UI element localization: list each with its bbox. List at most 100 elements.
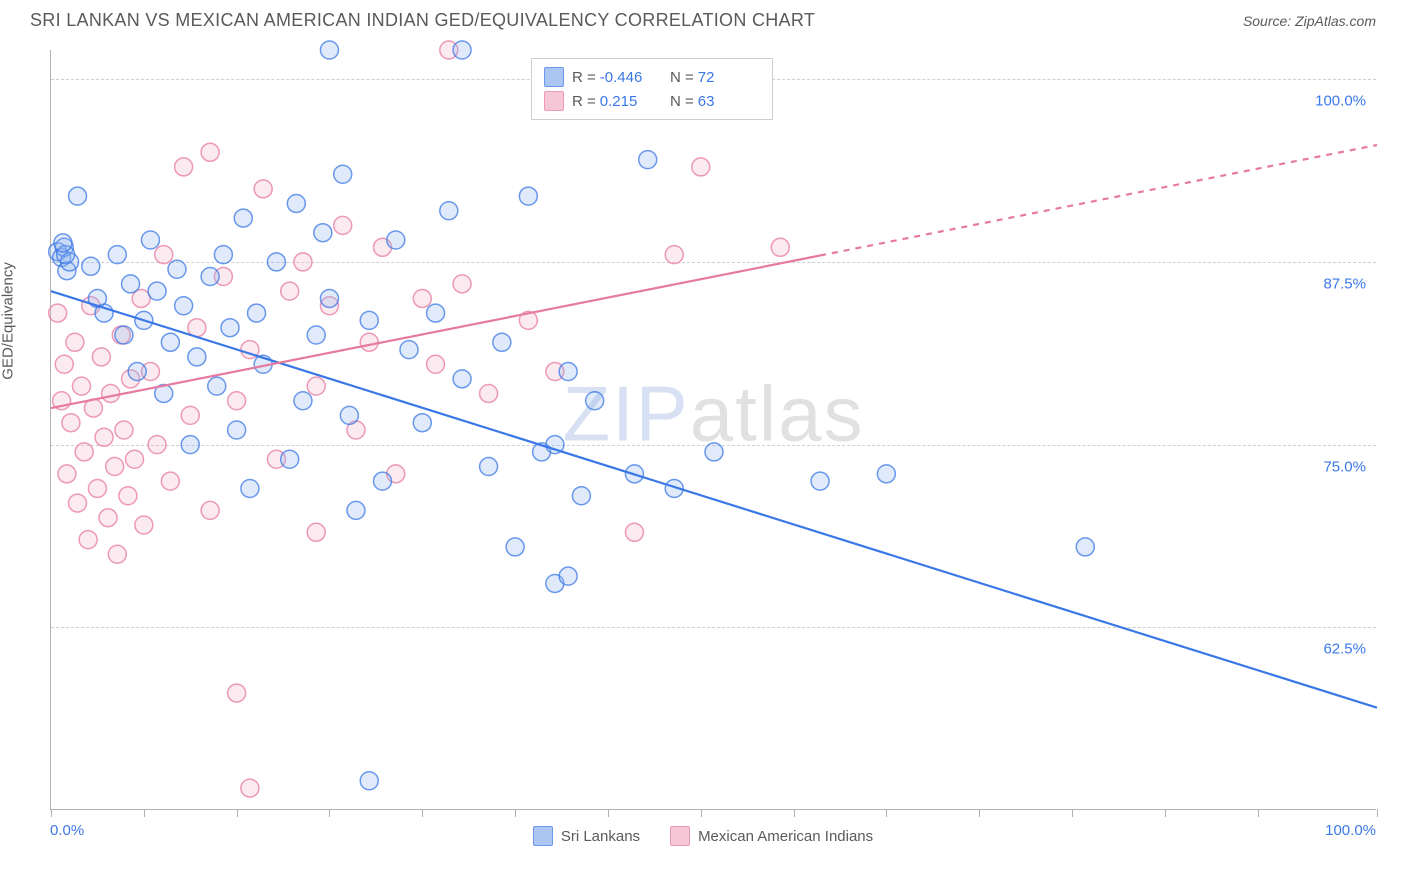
scatter-point [427, 355, 445, 373]
scatter-point [69, 187, 87, 205]
scatter-point [387, 231, 405, 249]
scatter-point [347, 501, 365, 519]
scatter-point [320, 41, 338, 59]
scatter-point [181, 406, 199, 424]
scatter-point [221, 319, 239, 337]
scatter-point [108, 246, 126, 264]
stats-legend: R = -0.446 N = 72 R = 0.215 N = 63 [531, 58, 773, 120]
scatter-point [75, 443, 93, 461]
scatter-point [115, 326, 133, 344]
regression-line [51, 291, 1377, 708]
scatter-point [811, 472, 829, 490]
scatter-point [66, 333, 84, 351]
header-bar: SRI LANKAN VS MEXICAN AMERICAN INDIAN GE… [0, 0, 1406, 37]
scatter-point [108, 545, 126, 563]
scatter-point [241, 779, 259, 797]
scatter-point [281, 450, 299, 468]
scatter-point [340, 406, 358, 424]
scatter-point [625, 523, 643, 541]
scatter-point [692, 158, 710, 176]
scatter-point [294, 392, 312, 410]
swatch-legend-0 [533, 826, 553, 846]
chart-title: SRI LANKAN VS MEXICAN AMERICAN INDIAN GE… [30, 10, 815, 31]
scatter-point [453, 41, 471, 59]
scatter-point [480, 458, 498, 476]
scatter-point [106, 458, 124, 476]
scatter-point [102, 384, 120, 402]
scatter-point [228, 392, 246, 410]
scatter-point [115, 421, 133, 439]
swatch-series-0 [544, 67, 564, 87]
scatter-point [287, 194, 305, 212]
scatter-point [360, 772, 378, 790]
scatter-point [427, 304, 445, 322]
scatter-point [360, 333, 378, 351]
scatter-point [1076, 538, 1094, 556]
scatter-point [69, 494, 87, 512]
scatter-point [400, 341, 418, 359]
scatter-point [639, 151, 657, 169]
scatter-point [413, 289, 431, 307]
scatter-point [440, 202, 458, 220]
scatter-point [99, 509, 117, 527]
swatch-legend-1 [670, 826, 690, 846]
scatter-point [175, 297, 193, 315]
scatter-point [214, 246, 232, 264]
scatter-point [161, 472, 179, 490]
scatter-point [58, 465, 76, 483]
scatter-point [79, 531, 97, 549]
scatter-point [208, 377, 226, 395]
scatter-point [559, 567, 577, 585]
scatter-overlay [51, 50, 1376, 809]
scatter-point [62, 414, 80, 432]
scatter-point [334, 165, 352, 183]
r-key: R = [572, 93, 596, 110]
scatter-point [453, 370, 471, 388]
scatter-point [88, 479, 106, 497]
scatter-point [54, 234, 72, 252]
scatter-point [201, 501, 219, 519]
regression-line-solid [51, 255, 820, 408]
scatter-point [665, 246, 683, 264]
scatter-point [374, 472, 392, 490]
y-axis-title: GED/Equivalency [0, 262, 17, 380]
r-key: R = [572, 69, 596, 86]
scatter-point [126, 450, 144, 468]
r-value-0: -0.446 [600, 69, 643, 86]
scatter-point [453, 275, 471, 293]
scatter-point [307, 326, 325, 344]
scatter-point [128, 363, 146, 381]
scatter-point [119, 487, 137, 505]
plot-area: 62.5%75.0%87.5%100.0% ZIPatlas R = -0.44… [50, 50, 1376, 810]
scatter-point [55, 355, 73, 373]
scatter-point [92, 348, 110, 366]
chart-container: SRI LANKAN VS MEXICAN AMERICAN INDIAN GE… [0, 0, 1406, 892]
scatter-point [122, 275, 140, 293]
scatter-point [294, 253, 312, 271]
scatter-point [480, 384, 498, 402]
scatter-point [281, 282, 299, 300]
scatter-point [148, 282, 166, 300]
scatter-point [334, 216, 352, 234]
legend-item-0: Sri Lankans [533, 826, 640, 846]
legend-item-1: Mexican American Indians [670, 826, 873, 846]
n-key: N = [670, 69, 694, 86]
scatter-point [771, 238, 789, 256]
scatter-point [314, 224, 332, 242]
scatter-point [320, 289, 338, 307]
scatter-point [572, 487, 590, 505]
n-value-0: 72 [698, 69, 715, 86]
scatter-point [241, 479, 259, 497]
legend-label-0: Sri Lankans [561, 828, 640, 845]
scatter-point [95, 428, 113, 446]
bottom-legend: Sri Lankans Mexican American Indians [0, 826, 1406, 846]
scatter-point [586, 392, 604, 410]
scatter-point [201, 268, 219, 286]
scatter-point [148, 436, 166, 454]
scatter-point [175, 158, 193, 176]
scatter-point [248, 304, 266, 322]
n-value-1: 63 [698, 93, 715, 110]
source-attribution: Source: ZipAtlas.com [1243, 13, 1376, 29]
scatter-point [181, 436, 199, 454]
scatter-point [360, 311, 378, 329]
